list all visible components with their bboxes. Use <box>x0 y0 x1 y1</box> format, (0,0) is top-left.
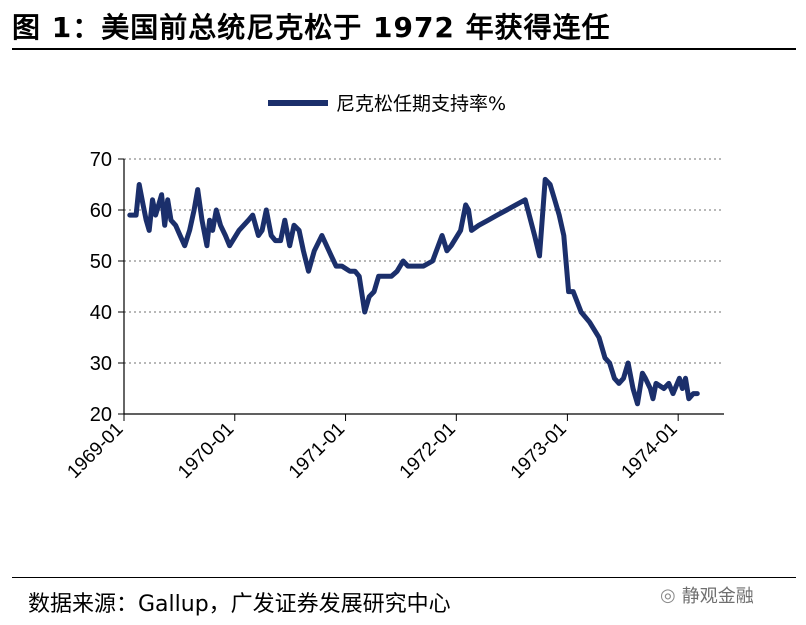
y-tick-label: 50 <box>90 251 112 273</box>
y-tick-label: 70 <box>90 149 112 171</box>
title-divider <box>12 48 796 50</box>
x-tick-label: 1970-01 <box>174 419 238 483</box>
x-axis-ticks: 1969-01 1970-01 1971-01 1972-01 1973-01 1974-… <box>63 414 682 483</box>
y-axis-ticks: 20 30 40 50 60 70 <box>90 149 124 426</box>
y-tick-label: 60 <box>90 200 112 222</box>
legend-label: 尼克松任期支持率% <box>336 93 506 115</box>
legend: 尼克松任期支持率% <box>268 93 506 115</box>
x-tick-label: 1974-01 <box>618 419 682 483</box>
chart-title: 图 1：美国前总统尼克松于 1972 年获得连任 <box>12 11 611 44</box>
x-tick-label: 1971-01 <box>285 419 349 483</box>
y-tick-label: 30 <box>90 353 112 375</box>
watermark-text: 静观金融 <box>681 586 754 607</box>
x-tick-label: 1972-01 <box>396 419 460 483</box>
y-tick-label: 20 <box>90 404 112 426</box>
source-note: 数据来源：Gallup，广发证券发展研究中心 <box>28 592 451 617</box>
line-chart: 尼克松任期支持率% 20 30 40 50 60 70 1969-01 1970-01 197… <box>63 93 724 483</box>
wechat-icon: ◎ <box>660 584 676 606</box>
axes <box>123 159 724 415</box>
x-tick-label: 1969-01 <box>63 419 127 483</box>
watermark: ◎ 静观金融 <box>660 582 754 608</box>
series-line <box>127 176 700 407</box>
y-tick-label: 40 <box>90 302 112 324</box>
x-tick-label: 1973-01 <box>507 419 571 483</box>
gridlines <box>124 158 724 364</box>
footer-divider <box>12 577 796 578</box>
